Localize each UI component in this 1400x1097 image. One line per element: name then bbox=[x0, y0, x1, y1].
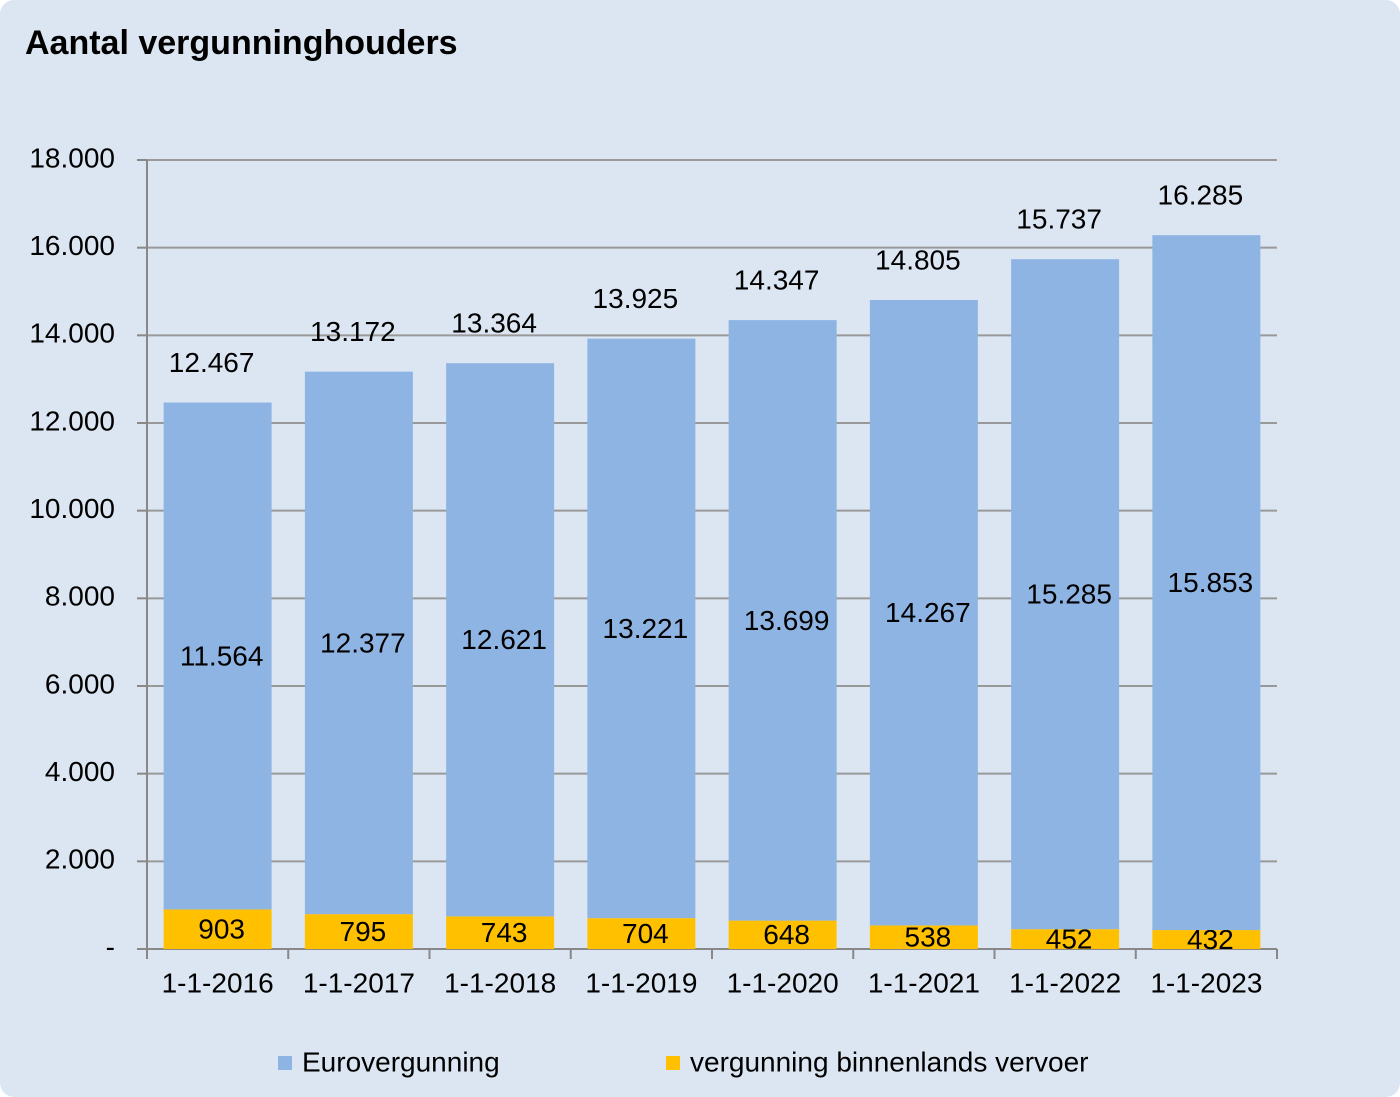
total-label: 14.347 bbox=[734, 265, 820, 296]
value-label: 14.267 bbox=[885, 597, 971, 628]
bar-segment bbox=[728, 920, 837, 949]
bar-segment bbox=[587, 918, 696, 949]
bar-segment bbox=[163, 909, 272, 949]
x-tick-label: 1-1-2023 bbox=[1150, 967, 1262, 998]
value-label: 11.564 bbox=[180, 640, 264, 671]
bar-segment bbox=[587, 338, 696, 919]
bar-segment bbox=[1152, 235, 1261, 931]
value-label: 15.285 bbox=[1026, 579, 1112, 610]
bar-segment bbox=[1152, 930, 1261, 949]
y-tick-label: 14.000 bbox=[29, 318, 115, 349]
y-tick-label: 18.000 bbox=[29, 142, 115, 173]
x-tick-label: 1-1-2020 bbox=[727, 967, 839, 998]
y-tick-label: 8.000 bbox=[45, 581, 115, 612]
value-label: 12.621 bbox=[461, 624, 547, 655]
value-label: 13.221 bbox=[603, 613, 689, 644]
x-tick-label: 1-1-2018 bbox=[444, 967, 556, 998]
bar-segment bbox=[1011, 929, 1120, 949]
total-label: 12.467 bbox=[169, 347, 255, 378]
bar-segment bbox=[728, 320, 837, 921]
value-label: 743 bbox=[481, 917, 528, 948]
total-label: 13.364 bbox=[451, 308, 537, 339]
legend-swatch bbox=[278, 1056, 292, 1070]
y-tick-label: 6.000 bbox=[45, 668, 115, 699]
x-tick-label: 1-1-2019 bbox=[585, 967, 697, 998]
x-tick-label: 1-1-2017 bbox=[303, 967, 415, 998]
y-tick-label: 10.000 bbox=[29, 493, 115, 524]
total-label: 13.172 bbox=[310, 316, 396, 347]
y-tick-label: 4.000 bbox=[45, 756, 115, 787]
x-tick-label: 1-1-2016 bbox=[162, 967, 274, 998]
bar-segment bbox=[446, 363, 555, 917]
value-label: 13.699 bbox=[744, 605, 830, 636]
y-tick-label: 16.000 bbox=[29, 230, 115, 261]
bar-segment bbox=[304, 914, 413, 949]
x-tick-label: 1-1-2022 bbox=[1009, 967, 1121, 998]
bar-segment bbox=[869, 300, 978, 926]
value-label: 795 bbox=[340, 916, 387, 947]
bar-segment bbox=[1011, 259, 1120, 930]
bar-segment bbox=[869, 925, 978, 949]
x-tick-label: 1-1-2021 bbox=[868, 967, 980, 998]
bar-segment bbox=[304, 371, 413, 915]
value-label: 538 bbox=[905, 922, 952, 953]
total-label: 15.737 bbox=[1016, 204, 1102, 235]
total-label: 16.285 bbox=[1158, 180, 1244, 211]
value-label: 648 bbox=[763, 919, 810, 950]
value-label: 903 bbox=[198, 914, 245, 945]
value-label: 15.853 bbox=[1168, 567, 1254, 598]
value-label: 704 bbox=[622, 918, 669, 949]
bar-segment bbox=[163, 402, 272, 910]
y-tick-label: 12.000 bbox=[29, 405, 115, 436]
legend-label: vergunning binnenlands vervoer bbox=[690, 1046, 1089, 1077]
total-label: 13.925 bbox=[593, 283, 679, 314]
y-tick-label: - bbox=[106, 931, 115, 962]
legend-swatch bbox=[666, 1056, 680, 1070]
value-label: 12.377 bbox=[320, 627, 406, 658]
total-label: 14.805 bbox=[875, 244, 961, 275]
bar-segment bbox=[446, 916, 555, 949]
y-tick-label: 2.000 bbox=[45, 844, 115, 875]
chart-title: Aantal vergunninghouders bbox=[25, 24, 458, 62]
legend-label: Eurovergunning bbox=[302, 1046, 500, 1077]
